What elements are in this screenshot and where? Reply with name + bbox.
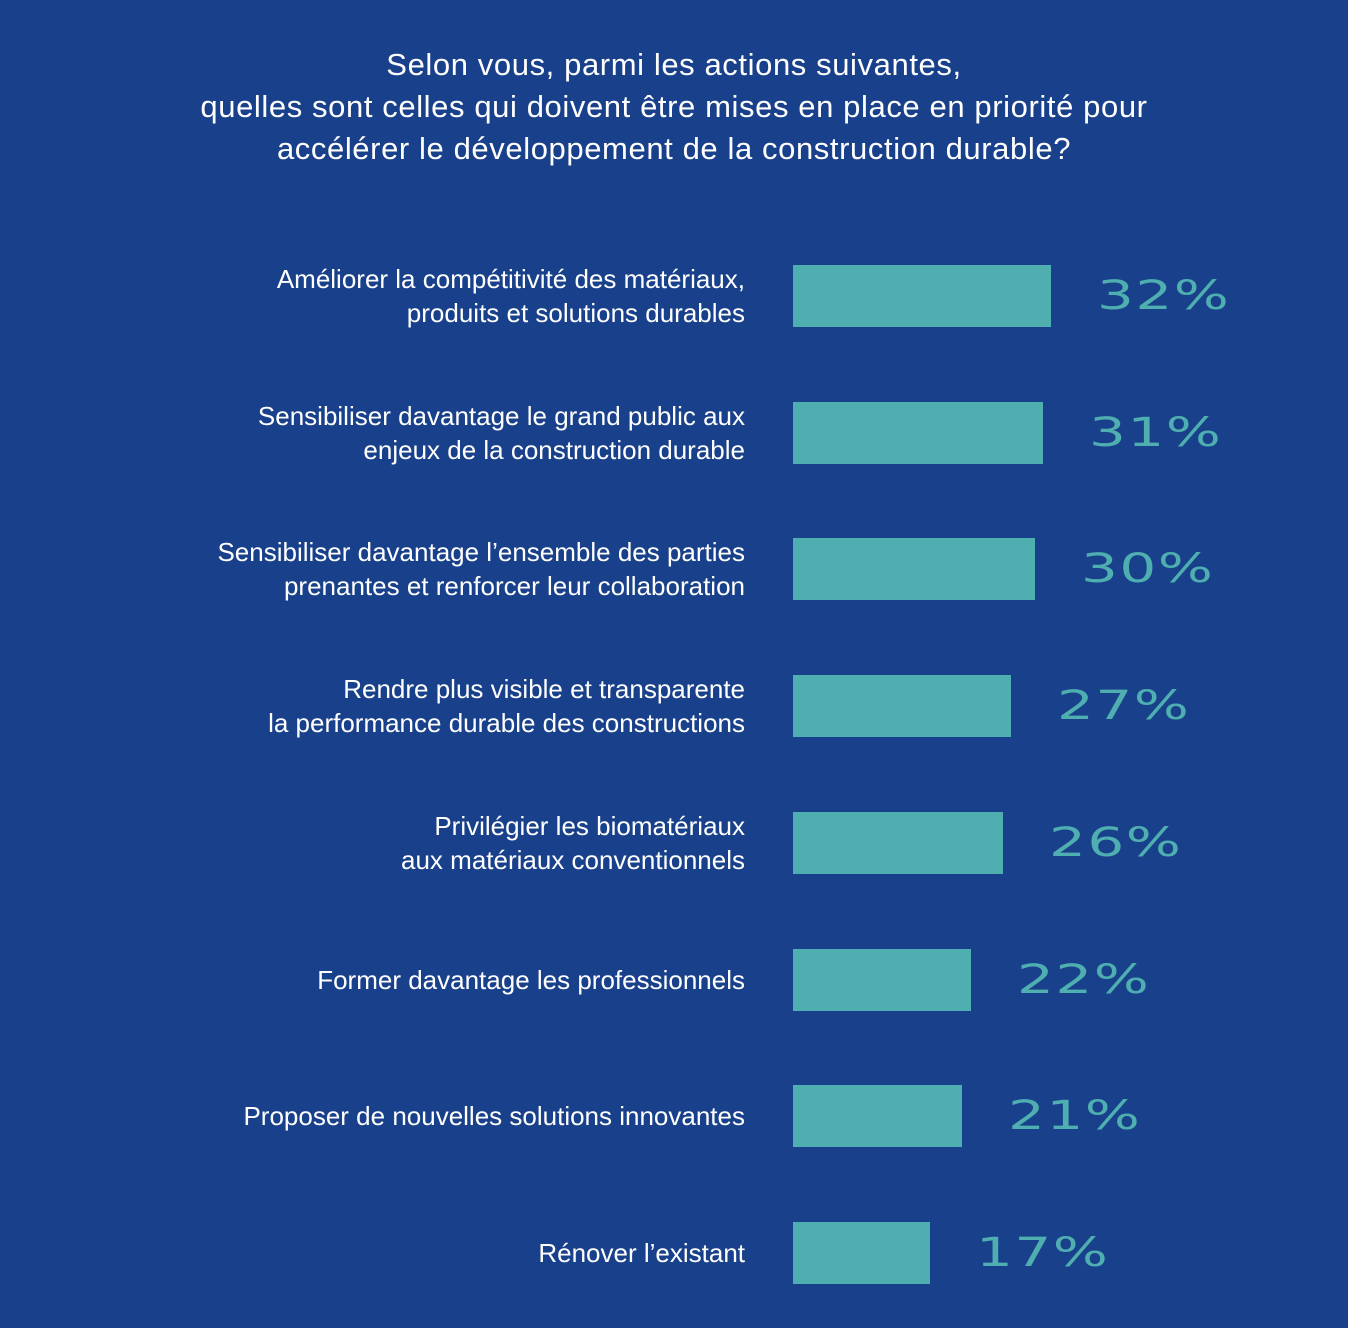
value-label: 30%: [1081, 546, 1215, 592]
category-label: Rénover l’existant: [538, 1236, 745, 1270]
bar: [793, 402, 1043, 464]
bar: [793, 949, 971, 1011]
bar-row: Sensibiliser davantage le grand public a…: [0, 399, 1348, 467]
value-label: 17%: [976, 1230, 1110, 1276]
category-label-line: Rénover l’existant: [538, 1238, 745, 1268]
category-label-line: Sensibiliser davantage le grand public a…: [257, 401, 745, 431]
value-label: 32%: [1097, 273, 1231, 319]
category-label-line: aux matériaux conventionnels: [401, 845, 745, 875]
category-label-line: Sensibiliser davantage l’ensemble des pa…: [217, 537, 745, 567]
category-label-line: produits et solutions durables: [406, 298, 745, 328]
category-label: Sensibiliser davantage l’ensemble des pa…: [217, 535, 745, 603]
value-label: 31%: [1089, 410, 1223, 456]
value-label: 26%: [1049, 820, 1183, 866]
category-label-line: Améliorer la compétitivité des matériaux…: [276, 264, 745, 294]
category-label-line: prenantes et renforcer leur collaboratio…: [283, 571, 745, 601]
bar-row: Sensibiliser davantage l’ensemble des pa…: [0, 535, 1348, 603]
category-label: Améliorer la compétitivité des matériaux…: [277, 262, 745, 330]
category-label-line: enjeux de la construction durable: [363, 435, 745, 465]
category-label-line: Proposer de nouvelles solutions innovant…: [243, 1101, 745, 1131]
category-label: Privilégier les biomatériaux aux matériau…: [401, 809, 745, 877]
bar: [793, 265, 1051, 327]
bar: [793, 675, 1011, 737]
category-label-line: Former davantage les professionnels: [317, 965, 745, 995]
value-label: 27%: [1057, 683, 1191, 729]
bar-row: Rendre plus visible et transparente la pe…: [0, 672, 1348, 740]
value-label: 22%: [1017, 957, 1151, 1003]
bar-row: Rénover l’existant 17%: [0, 1222, 1348, 1284]
bar-row: Former davantage les professionnels 22%: [0, 949, 1348, 1011]
category-label: Proposer de nouvelles solutions innovant…: [243, 1099, 745, 1133]
category-label-line: Rendre plus visible et transparente: [343, 674, 745, 704]
category-label: Rendre plus visible et transparente la pe…: [268, 672, 745, 740]
title-line-2: quelles sont celles qui doivent être mis…: [200, 89, 1148, 124]
bar-row: Améliorer la compétitivité des matériaux…: [0, 262, 1348, 330]
bar: [793, 1085, 962, 1147]
bar: [793, 812, 1003, 874]
category-label-line: Privilégier les biomatériaux: [434, 811, 745, 841]
bar: [793, 1222, 930, 1284]
title-line-1: Selon vous, parmi les actions suivantes,: [386, 47, 962, 82]
value-label: 21%: [1008, 1093, 1142, 1139]
bar: [793, 538, 1035, 600]
category-label: Former davantage les professionnels: [317, 963, 745, 997]
chart-title: Selon vous, parmi les actions suivantes,…: [0, 44, 1348, 170]
category-label-line: la performance durable des constructions: [268, 708, 745, 738]
category-label: Sensibiliser davantage le grand public a…: [258, 399, 745, 467]
bar-row: Proposer de nouvelles solutions innovant…: [0, 1085, 1348, 1147]
bar-row: Privilégier les biomatériaux aux matériau…: [0, 809, 1348, 877]
title-line-3: accélérer le développement de la constru…: [276, 131, 1072, 166]
